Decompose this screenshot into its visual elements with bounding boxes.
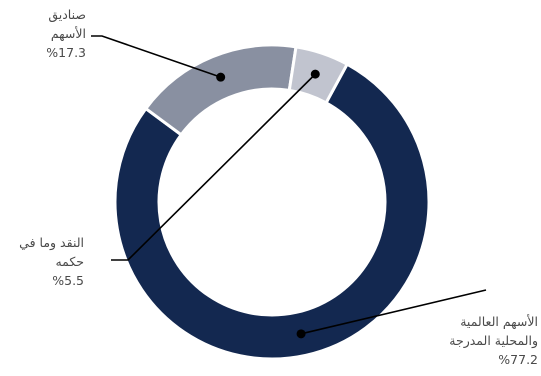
label-cash-pct: %5.5 <box>52 273 84 288</box>
leader-listed-equities-dot <box>296 329 306 339</box>
slice-listed-equities <box>113 62 431 361</box>
label-cash-line1: النقد وما في <box>19 235 84 250</box>
label-equity-funds-pct: %17.3 <box>46 45 86 60</box>
label-listed-equities-pct: %77.2 <box>498 352 538 367</box>
label-equity-funds-line2: الأسهم <box>50 26 86 41</box>
label-listed-equities-line2: والمحلية المدرجة <box>449 333 538 348</box>
label-equity-funds-line1: صناديق <box>48 7 86 22</box>
label-listed-equities: الأسهم العالمية والمحلية المدرجة %77.2 <box>449 312 538 369</box>
label-listed-equities-line1: الأسهم العالمية <box>460 314 538 329</box>
leader-cash <box>111 73 316 261</box>
label-cash-line2: حكمه <box>55 254 84 269</box>
leader-equity-funds <box>91 35 221 78</box>
leader-equity-funds-dot <box>216 72 226 82</box>
leader-cash-dot <box>310 69 320 79</box>
label-equity-funds: صناديق الأسهم %17.3 <box>46 5 86 62</box>
label-cash: النقد وما في حكمه %5.5 <box>19 233 84 290</box>
leader-listed-equities <box>300 289 487 335</box>
